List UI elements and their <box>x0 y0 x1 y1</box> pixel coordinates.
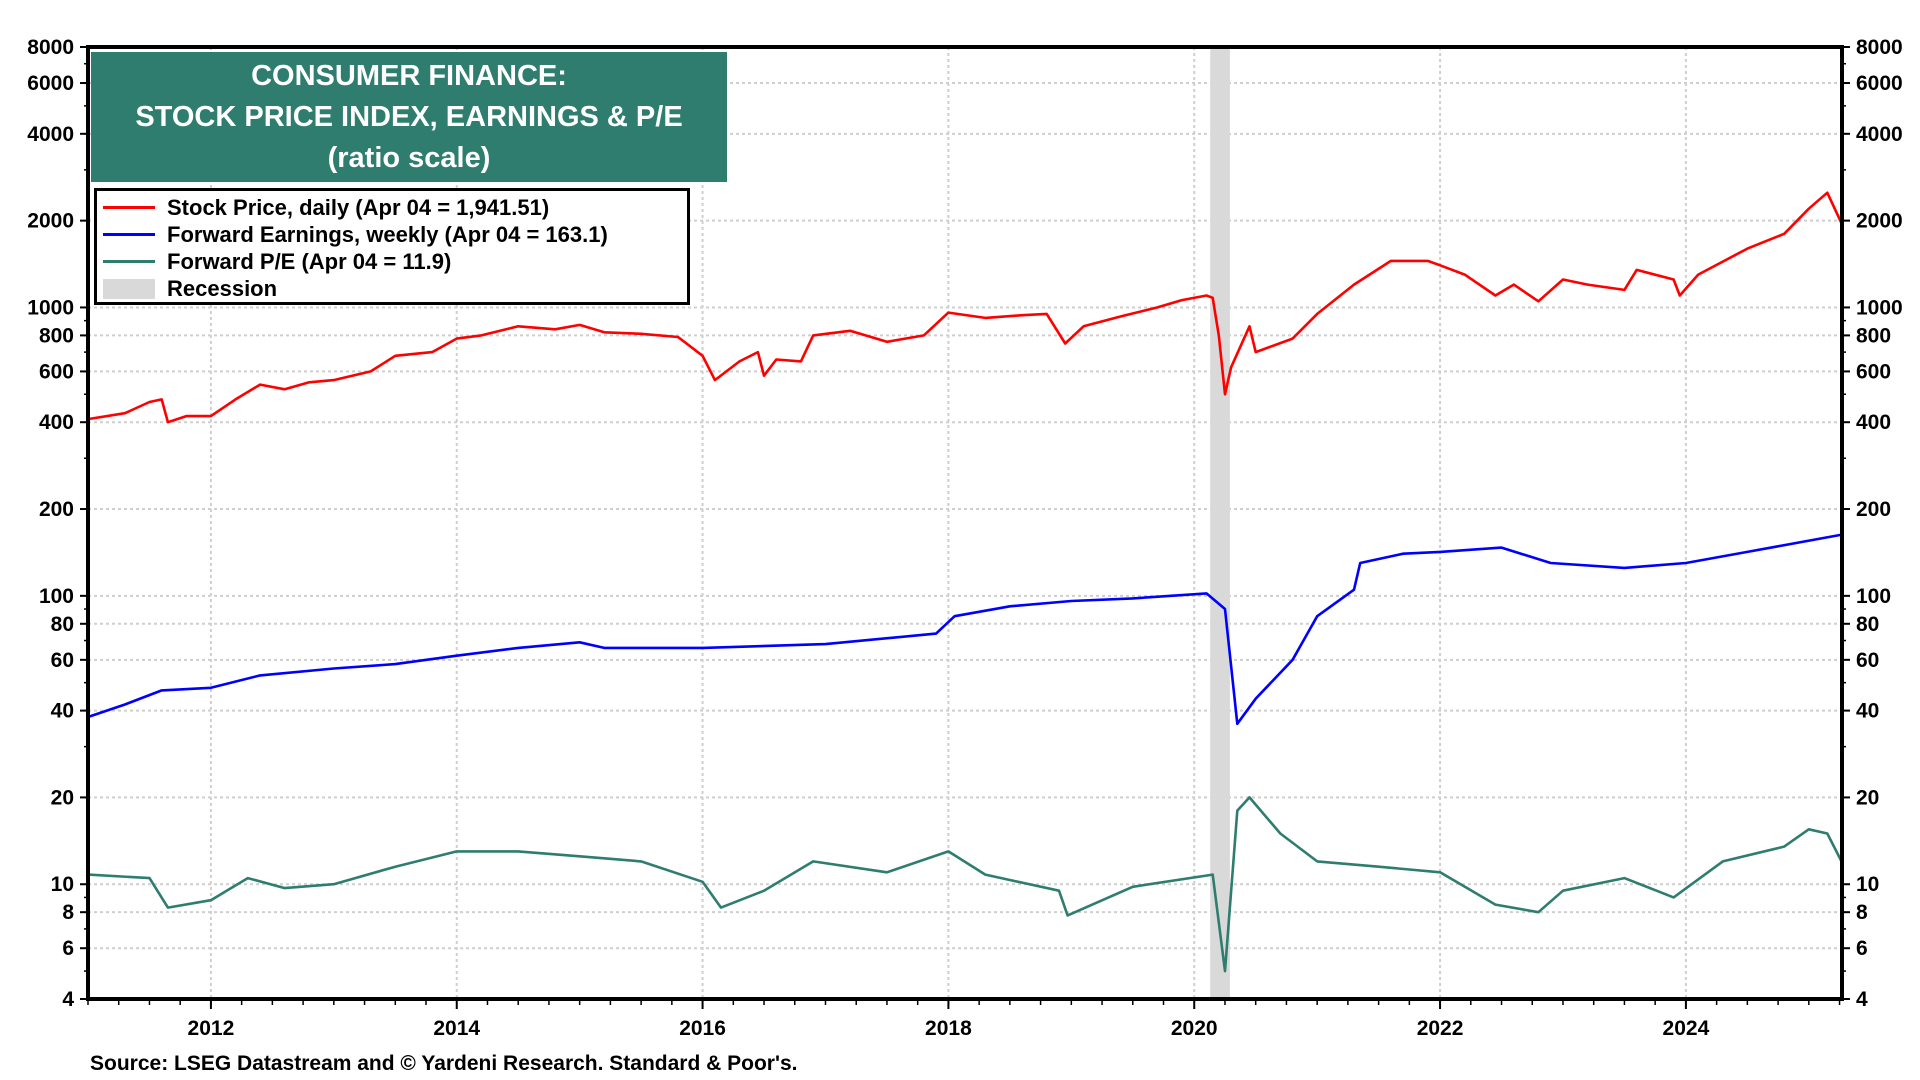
y-tick-label-right: 600 <box>1856 360 1891 383</box>
y-tick-label-right: 60 <box>1856 649 1879 672</box>
y-tick-label-left: 6 <box>62 937 74 960</box>
ticks: 8000 8000 6000 6000 4000 4000 2000 2000 1000 1000… <box>27 36 1902 1040</box>
forward-pe-line <box>87 796 1844 973</box>
y-tick-label-right: 10 <box>1856 873 1879 896</box>
x-tick-label: 2024 <box>1663 1017 1710 1040</box>
legend-swatch <box>103 233 155 236</box>
y-tick-label-left: 2000 <box>27 210 74 233</box>
y-tick-label-left: 6000 <box>27 72 74 95</box>
chart-subtitle-scale: (ratio scale) <box>327 142 491 174</box>
y-tick-label-right: 400 <box>1856 411 1891 434</box>
source-note: Source: LSEG Datastream and © Yardeni Re… <box>90 1052 798 1075</box>
y-tick-label-right: 6 <box>1856 937 1868 960</box>
y-tick-label-right: 4000 <box>1856 123 1903 146</box>
y-tick-label-right: 20 <box>1856 786 1879 809</box>
y-tick-label-left: 600 <box>39 360 74 383</box>
y-tick-label-right: 8000 <box>1856 36 1903 59</box>
legend-label: Forward P/E (Apr 04 = 11.9) <box>167 248 452 274</box>
y-tick-label-left: 10 <box>51 873 74 896</box>
forward-earnings-line <box>87 533 1843 726</box>
chart-title: CONSUMER FINANCE: <box>251 60 567 92</box>
y-tick-label-right: 2000 <box>1856 210 1903 233</box>
y-tick-label-right: 40 <box>1856 700 1879 723</box>
legend-label: Forward Earnings, weekly (Apr 04 = 163.1… <box>167 221 608 247</box>
recession-band-2020 <box>1210 47 1230 999</box>
y-tick-label-right: 800 <box>1856 324 1891 347</box>
plot-frame <box>86 45 1844 1001</box>
legend-item-stock-price: Stock Price, daily (Apr 04 = 1,941.51) <box>103 194 687 221</box>
y-tick-label-left: 60 <box>51 649 74 672</box>
y-tick-label-left: 400 <box>39 411 74 434</box>
y-tick-label-left: 4 <box>62 988 74 1011</box>
y-tick-label-right: 6000 <box>1856 72 1903 95</box>
x-tick-label: 2012 <box>188 1017 235 1040</box>
grid <box>88 47 1842 999</box>
stock-price-line <box>87 191 1844 424</box>
y-tick-label-right: 1000 <box>1856 296 1903 319</box>
legend-item-recession: Recession <box>103 275 687 302</box>
y-tick-label-left: 8 <box>62 901 74 924</box>
legend-item-forward-earnings: Forward Earnings, weekly (Apr 04 = 163.1… <box>103 221 687 248</box>
y-tick-label-right: 8 <box>1856 901 1868 924</box>
y-tick-label-left: 800 <box>39 324 74 347</box>
y-tick-label-left: 100 <box>39 585 74 608</box>
y-tick-label-left: 1000 <box>27 296 74 319</box>
series <box>87 191 1844 973</box>
y-tick-label-right: 100 <box>1856 585 1891 608</box>
y-tick-label-left: 20 <box>51 786 74 809</box>
legend: Stock Price, daily (Apr 04 = 1,941.51) F… <box>94 188 690 305</box>
recession-band <box>1210 47 1230 999</box>
y-tick-label-left: 8000 <box>27 36 74 59</box>
legend-label: Stock Price, daily (Apr 04 = 1,941.51) <box>167 194 550 220</box>
y-tick-label-right: 4 <box>1856 988 1868 1011</box>
x-tick-label: 2016 <box>679 1017 726 1040</box>
y-tick-label-left: 4000 <box>27 123 74 146</box>
legend-swatch <box>103 278 155 299</box>
legend-swatch <box>103 206 155 209</box>
chart-subtitle: STOCK PRICE INDEX, EARNINGS & P/E <box>135 101 683 133</box>
x-tick-label: 2022 <box>1417 1017 1464 1040</box>
x-tick-label: 2018 <box>925 1017 972 1040</box>
legend-swatch <box>103 260 155 263</box>
legend-label: Recession <box>167 275 278 301</box>
y-tick-label-right: 200 <box>1856 498 1891 521</box>
chart-title-box: CONSUMER FINANCE: STOCK PRICE INDEX, EAR… <box>91 52 727 182</box>
y-tick-label-left: 200 <box>39 498 74 521</box>
y-tick-label-left: 80 <box>51 613 74 636</box>
y-tick-label-right: 80 <box>1856 613 1879 636</box>
y-tick-label-left: 40 <box>51 700 74 723</box>
x-tick-label: 2014 <box>433 1017 480 1040</box>
legend-item-forward-pe: Forward P/E (Apr 04 = 11.9) <box>103 248 687 275</box>
x-tick-label: 2020 <box>1171 1017 1218 1040</box>
